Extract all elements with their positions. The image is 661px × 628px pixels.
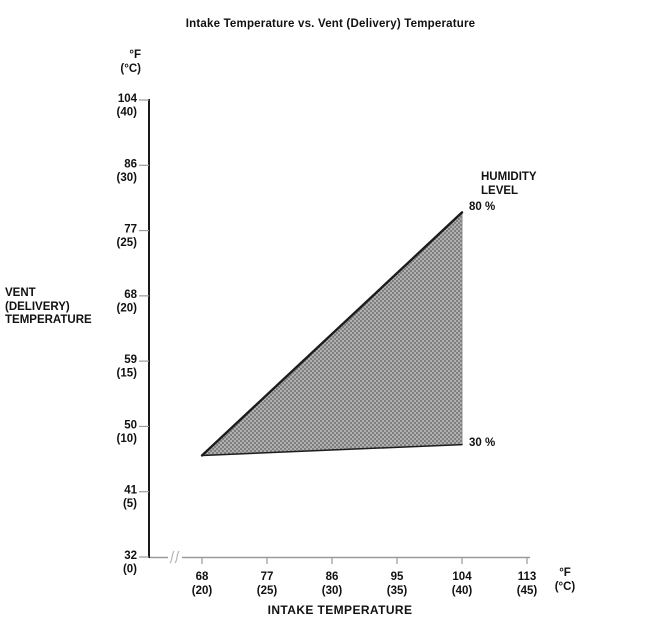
x-unit-line-c: (°C) (554, 581, 576, 593)
legend-line: LEVEL (481, 184, 519, 197)
y-unit-line-c: (°C) (120, 62, 141, 75)
y-tick-label: 32 (0) (123, 550, 137, 576)
y-tick-label: 77 (25) (117, 224, 138, 250)
y-tick-label: 59 (15) (117, 354, 138, 380)
y-tick-label: 41 (5) (123, 485, 138, 511)
x-tick-label: 95 (35) (387, 571, 408, 597)
y-axis-title: VENT (DELIVERY) TEMPERATURE (5, 287, 92, 328)
x-tick-label: 113 (45) (517, 571, 538, 597)
y-axis-title-line: VENT (5, 287, 36, 299)
series-label-30pct: 30 % (469, 437, 496, 449)
y-axis-unit-label: °F (°C) (61, 49, 141, 76)
y-tick-label: 50 (10) (117, 419, 138, 445)
y-tick-label: 86 (30) (117, 158, 138, 184)
y-axis-title-line: (DELIVERY) (5, 300, 70, 313)
x-axis-unit-label: °F (°C) (545, 566, 585, 594)
y-tick-label: 68 (20) (117, 289, 138, 315)
x-tick-label: 86 (30) (322, 571, 343, 597)
chart-title: Intake Temperature vs. Vent (Delivery) T… (185, 18, 476, 30)
y-tick-label: 104 (40) (117, 93, 138, 119)
x-tick-label: 104 (40) (452, 571, 473, 597)
y-unit-line-f: °F (129, 49, 141, 61)
x-tick-label: 68 (20) (192, 571, 213, 597)
axis-break-icon (169, 550, 175, 564)
x-axis-title: INTAKE TEMPERATURE (267, 603, 413, 617)
line-80pct (200, 211, 464, 457)
legend-line: HUMIDITY (481, 171, 537, 183)
x-tick-label: 77 (25) (257, 571, 278, 597)
y-axis-title-line: TEMPERATURE (5, 314, 92, 326)
legend-humidity-level: HUMIDITY LEVEL (481, 171, 537, 198)
line-30pct (201, 443, 463, 457)
axis-break-icon (174, 550, 180, 564)
x-unit-line-f: °F (559, 567, 571, 579)
axis-break-gap (168, 552, 182, 563)
series-label-80pct: 80 % (469, 201, 496, 213)
